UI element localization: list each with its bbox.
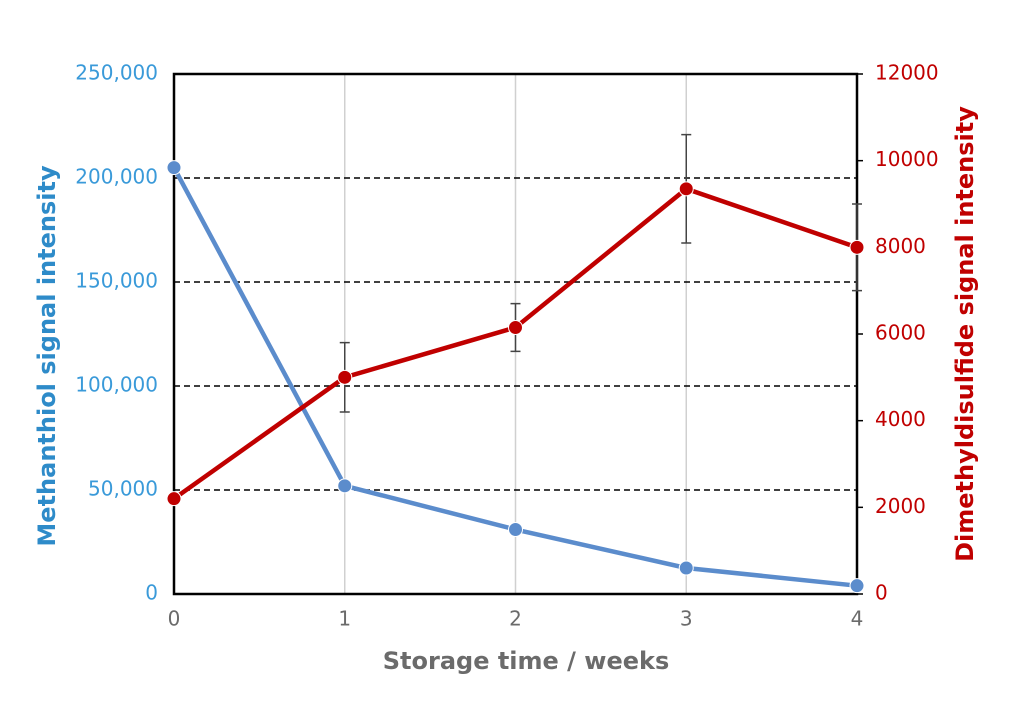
x-tick-label: 0: [168, 607, 181, 631]
data-point: [166, 160, 182, 176]
x-tick-label: 2: [509, 607, 522, 631]
data-point: [678, 560, 694, 576]
y-tick-label: 250,000: [75, 61, 158, 85]
data-point: [337, 369, 353, 385]
y-tick-label: 100,000: [75, 373, 158, 397]
y-tick-label: 200,000: [75, 165, 158, 189]
data-point: [508, 522, 523, 538]
y2-tick-label: 10000: [875, 147, 939, 171]
data-point: [849, 578, 865, 594]
y-axis-label: Methanthiol signal intensity: [33, 165, 61, 547]
y2-tick-label: 6000: [875, 321, 926, 345]
x-tick-label: 1: [338, 607, 351, 631]
y-tick-label: 150,000: [75, 269, 158, 293]
y2-axis-label: Dimethyldisulfide signal intensity: [951, 106, 979, 562]
data-point: [166, 491, 182, 507]
y-tick-label: 50,000: [88, 477, 158, 501]
data-point: [849, 239, 865, 255]
y2-tick-label: 2000: [875, 494, 926, 518]
y2-tick-label: 0: [875, 581, 888, 605]
x-axis-label: Storage time / weeks: [383, 647, 670, 675]
y2-tick-label: 12000: [875, 61, 939, 85]
y-tick-label: 0: [145, 581, 158, 605]
y2-tick-label: 8000: [875, 234, 926, 258]
data-point: [678, 181, 694, 197]
data-point: [337, 478, 353, 494]
y2-tick-label: 4000: [875, 407, 926, 431]
x-tick-label: 3: [680, 607, 693, 631]
plot-frame: [172, 72, 859, 596]
x-tick-label: 4: [851, 607, 864, 631]
data-point: [508, 320, 523, 335]
